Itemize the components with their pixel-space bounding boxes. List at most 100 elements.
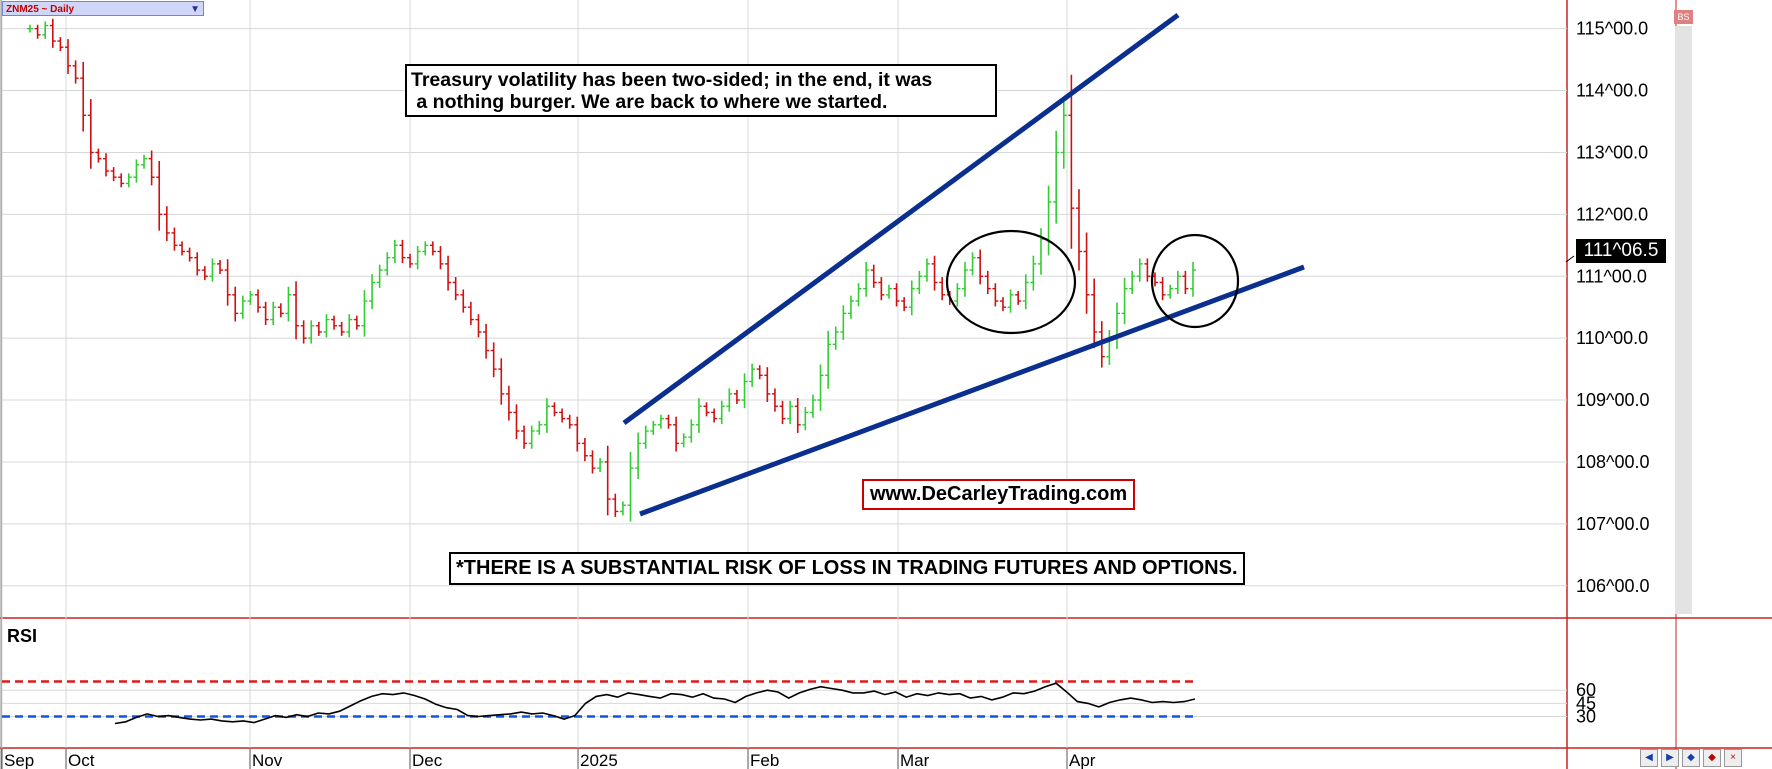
price-bar — [1083, 232, 1090, 314]
price-bar — [901, 297, 908, 312]
price-bar — [543, 398, 550, 433]
symbol-label: ZNM25 ~ Daily — [6, 4, 75, 15]
price-bar — [239, 295, 246, 319]
price-bar — [528, 425, 535, 449]
price-bar — [581, 437, 588, 462]
price-bar — [475, 314, 482, 338]
price-bar — [1015, 290, 1022, 305]
price-bar — [445, 255, 452, 291]
price-bar — [346, 314, 353, 338]
price-tick-label: 107^00.0 — [1576, 514, 1650, 534]
price-bar — [247, 290, 254, 305]
price-bar — [954, 283, 961, 307]
price-bar — [597, 458, 604, 473]
price-bar — [490, 342, 497, 378]
price-tick-label: 111^00.0 — [1576, 266, 1647, 286]
price-bar — [353, 315, 360, 330]
price-bar — [498, 358, 505, 405]
price-bar — [232, 286, 239, 322]
arrow-right-icon[interactable]: ▶ — [1661, 749, 1679, 767]
price-bar — [1075, 189, 1082, 271]
price-bar — [217, 259, 224, 274]
price-bar — [642, 425, 649, 449]
price-bar — [163, 206, 170, 242]
price-bar — [277, 303, 284, 318]
price-bar — [209, 258, 216, 282]
symbol-selector[interactable]: ZNM25 ~ Daily ▼ — [2, 1, 204, 16]
price-bar — [399, 239, 406, 264]
price-bar — [505, 385, 512, 421]
price-bar — [201, 266, 208, 281]
price-bar — [369, 274, 376, 310]
upper-trendline — [622, 12, 1180, 426]
price-tick-label: 115^00.0 — [1576, 19, 1648, 39]
vertical-scrollbar[interactable] — [1675, 26, 1692, 614]
price-bar — [1159, 277, 1166, 301]
risk-disclaimer: *THERE IS A SUBSTANTIAL RISK OF LOSS IN … — [449, 552, 1245, 585]
price-bar — [559, 408, 566, 423]
rsi-tick-label: 30 — [1576, 707, 1596, 727]
time-tick-label: Mar — [900, 751, 930, 769]
price-bar — [847, 295, 854, 319]
price-bar — [855, 283, 862, 307]
rsi-label: RSI — [7, 626, 37, 646]
price-bar — [285, 286, 292, 322]
time-tick-label: Nov — [252, 751, 283, 769]
price-bar — [1182, 270, 1189, 295]
price-bar — [1030, 255, 1037, 291]
price-bar — [771, 388, 778, 412]
price-bar — [1007, 289, 1014, 313]
price-bar — [779, 400, 786, 425]
zoom-out-icon[interactable]: ◆ — [1703, 749, 1721, 767]
time-tick-label: 2025 — [580, 751, 618, 769]
price-bar — [726, 388, 733, 412]
price-bar — [125, 173, 132, 188]
price-bar — [992, 283, 999, 307]
website-label: www.DeCarleyTrading.com — [862, 479, 1136, 510]
price-bar — [977, 249, 984, 285]
price-bar — [878, 277, 885, 301]
price-bar — [1136, 258, 1143, 282]
zoom-in-icon[interactable]: ◆ — [1682, 749, 1700, 767]
price-bar — [1060, 99, 1067, 169]
price-bar — [308, 320, 315, 344]
price-bar — [840, 305, 847, 341]
price-bar — [931, 255, 938, 291]
price-bar — [832, 326, 839, 350]
price-bar — [787, 400, 794, 425]
reset-icon[interactable]: × — [1724, 749, 1742, 767]
price-bar — [657, 414, 664, 429]
price-bar — [414, 246, 421, 270]
price-bar — [619, 501, 626, 516]
price-bar — [863, 261, 870, 297]
price-bar — [27, 24, 33, 33]
annotation-text-box: Treasury volatility has been two-sided; … — [405, 64, 997, 117]
rsi-line — [114, 682, 1196, 725]
price-bar — [756, 365, 763, 380]
bs-badge[interactable]: BS — [1674, 10, 1693, 24]
price-bar — [1121, 277, 1128, 325]
price-bar — [1167, 284, 1174, 299]
price-tick-label: 109^00.0 — [1576, 390, 1650, 410]
price-bars — [27, 18, 1196, 522]
price-bar — [376, 264, 383, 288]
price-bar — [361, 290, 368, 337]
time-tick-label: Apr — [1069, 751, 1096, 769]
lower-trendline — [639, 264, 1305, 517]
price-bar — [688, 419, 695, 443]
price-bar — [908, 280, 915, 316]
price-tick-label: 106^00.0 — [1576, 576, 1650, 596]
price-bar — [293, 281, 300, 340]
price-bar — [300, 320, 307, 344]
price-bar — [1129, 270, 1136, 295]
price-tick-label: 108^00.0 — [1576, 452, 1650, 472]
price-bar — [118, 173, 125, 188]
time-tick-label: Dec — [412, 751, 443, 769]
time-tick-label: Oct — [68, 751, 95, 769]
price-bar — [513, 404, 520, 440]
price-bar — [604, 445, 611, 516]
chevron-down-icon[interactable]: ▼ — [190, 4, 200, 15]
arrow-left-icon[interactable]: ◀ — [1640, 749, 1658, 767]
